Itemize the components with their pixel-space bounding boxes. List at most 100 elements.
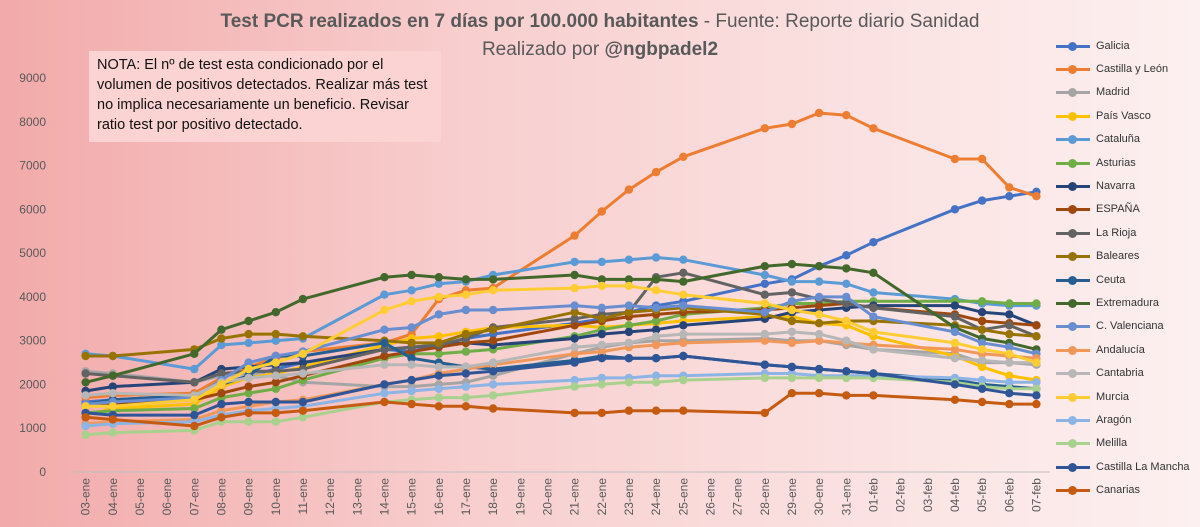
- data-point: [787, 119, 797, 129]
- data-point: [298, 332, 308, 341]
- data-point: [190, 404, 199, 413]
- data-point: [217, 334, 226, 343]
- data-point: [1032, 384, 1041, 393]
- data-point: [651, 340, 661, 350]
- chart-title-rest: - Fuente: Reporte diario Sanidad: [698, 11, 980, 32]
- series-line: [85, 339, 1037, 426]
- data-point: [814, 277, 824, 286]
- legend-swatch: [1056, 321, 1090, 332]
- data-point: [977, 154, 987, 164]
- y-tick-label: 6000: [19, 202, 46, 216]
- data-point: [842, 336, 851, 345]
- data-point: [597, 347, 606, 356]
- data-point: [679, 255, 688, 264]
- data-point: [977, 338, 987, 348]
- data-point: [651, 378, 661, 387]
- data-point: [869, 124, 878, 133]
- data-point: [760, 270, 769, 280]
- data-point: [217, 399, 226, 409]
- data-point: [950, 205, 960, 214]
- data-point: [271, 308, 280, 317]
- legend-swatch: [1056, 228, 1090, 238]
- x-tick-label: 31-ene: [839, 478, 853, 516]
- data-point: [950, 154, 960, 164]
- data-point: [461, 402, 471, 411]
- data-point: [81, 402, 90, 411]
- data-point: [488, 325, 498, 334]
- data-point: [461, 382, 471, 391]
- data-point: [651, 316, 661, 326]
- x-tick-label: 24-ene: [649, 478, 663, 516]
- data-point: [679, 301, 688, 310]
- legend-label: La Rioja: [1096, 226, 1137, 239]
- data-point: [190, 410, 199, 420]
- data-point: [271, 378, 280, 387]
- data-point: [597, 373, 606, 383]
- data-point: [407, 270, 416, 280]
- y-tick-label: 0: [39, 465, 46, 479]
- data-point: [1005, 349, 1014, 358]
- data-point: [434, 338, 443, 348]
- data-point: [1032, 299, 1041, 308]
- data-point: [869, 303, 878, 312]
- data-point: [298, 369, 308, 378]
- data-point: [842, 316, 851, 326]
- legend-label: Baleares: [1096, 250, 1140, 263]
- data-point: [1005, 321, 1014, 330]
- data-point: [1005, 358, 1014, 367]
- data-point: [950, 380, 960, 389]
- data-point: [1005, 299, 1014, 308]
- data-point: [842, 264, 851, 273]
- data-point: [814, 389, 824, 398]
- legend-label: Galicia: [1096, 39, 1130, 52]
- data-point: [842, 367, 851, 376]
- data-point: [814, 329, 824, 339]
- data-point: [1032, 192, 1041, 201]
- data-point: [217, 369, 226, 378]
- x-tick-label: 11-ene: [296, 478, 310, 515]
- data-point: [597, 329, 606, 339]
- data-point: [597, 408, 606, 418]
- data-point: [679, 329, 688, 339]
- data-point: [434, 371, 443, 380]
- data-point: [787, 327, 797, 337]
- x-tick-label: 16-ene: [432, 478, 446, 516]
- legend-item: Canarias: [1056, 478, 1196, 501]
- legend-item: Murcia: [1056, 385, 1196, 408]
- data-point: [108, 389, 118, 398]
- legend-label: C. Valenciana: [1096, 320, 1164, 333]
- data-point: [950, 338, 960, 348]
- data-point: [407, 323, 416, 332]
- x-tick-label: 27-ene: [731, 478, 745, 516]
- data-point: [624, 327, 634, 337]
- x-tick-label: 01-feb: [866, 478, 880, 512]
- series-19: [81, 389, 1041, 431]
- x-tick-label: 06-feb: [1002, 478, 1016, 512]
- legend-item: Madrid: [1056, 81, 1196, 104]
- legend-swatch: [1056, 64, 1090, 75]
- legend-label: Castilla La Mancha: [1096, 460, 1190, 473]
- data-point: [679, 290, 688, 299]
- x-tick-label: 05-ene: [133, 478, 147, 516]
- legend-label: Ceuta: [1096, 273, 1126, 286]
- x-tick-label: 04-feb: [948, 478, 962, 512]
- series-line: [85, 391, 1037, 428]
- data-point: [977, 297, 987, 306]
- legend-item: Castilla y León: [1056, 57, 1196, 80]
- chart-series: [81, 108, 1041, 439]
- x-tick-label: 30-ene: [812, 478, 826, 516]
- data-point: [597, 340, 606, 350]
- data-point: [190, 378, 199, 387]
- data-point: [488, 380, 498, 389]
- data-point: [651, 286, 661, 295]
- data-point: [380, 380, 389, 389]
- data-point: [950, 395, 960, 404]
- data-point: [977, 397, 987, 407]
- data-point: [570, 343, 579, 352]
- data-point: [651, 406, 661, 415]
- data-point: [244, 373, 253, 383]
- x-tick-label: 17-ene: [459, 478, 473, 516]
- data-point: [81, 378, 90, 387]
- data-point: [1005, 399, 1014, 409]
- data-point: [271, 384, 280, 393]
